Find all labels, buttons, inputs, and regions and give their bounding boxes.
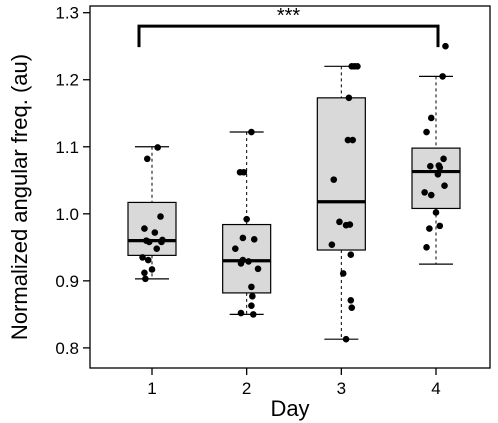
data-point <box>249 292 256 300</box>
data-point <box>344 136 352 144</box>
data-point <box>239 234 247 242</box>
data-point <box>248 283 255 291</box>
data-point <box>421 189 428 196</box>
data-point <box>339 270 347 277</box>
data-point <box>439 73 446 80</box>
box-day-4 <box>411 75 461 265</box>
data-point <box>432 209 440 216</box>
y-axis: 0.8 0.9 1.0 1.1 1.2 1.3 <box>55 4 90 358</box>
data-point <box>427 114 435 122</box>
data-point <box>158 238 165 246</box>
data-point <box>349 136 356 144</box>
data-point <box>245 258 252 265</box>
data-point <box>441 182 448 189</box>
data-point <box>427 191 435 199</box>
data-point <box>141 225 148 232</box>
iqr-box <box>411 147 461 210</box>
data-point <box>348 304 356 311</box>
x-tick-label: 2 <box>242 379 251 398</box>
data-point <box>436 222 444 230</box>
data-point <box>144 256 152 264</box>
y-tick-label: 1.1 <box>55 138 79 157</box>
x-axis-title: Day <box>270 396 309 421</box>
y-tick-label: 0.8 <box>55 339 79 358</box>
x-tick-label: 1 <box>147 379 156 398</box>
significance-bracket-line <box>137 24 440 48</box>
data-point <box>232 245 239 252</box>
y-tick-label: 1.0 <box>55 205 79 224</box>
data-point <box>237 260 245 267</box>
data-point <box>237 309 245 317</box>
box-day-3 <box>316 65 366 340</box>
data-point <box>243 215 250 223</box>
data-point <box>336 218 343 226</box>
data-point <box>157 213 164 220</box>
box-series <box>127 65 461 340</box>
data-point <box>254 265 262 273</box>
data-point <box>347 296 355 304</box>
x-tick-label: 3 <box>337 379 346 398</box>
y-axis-title: Normalized angular freq. (au) <box>7 54 32 340</box>
data-point <box>427 162 434 170</box>
data-point <box>139 254 146 261</box>
point-series <box>139 42 449 343</box>
data-point <box>351 63 358 70</box>
data-point <box>442 42 449 50</box>
data-point <box>440 155 447 163</box>
data-point <box>154 144 161 151</box>
data-point <box>142 275 149 283</box>
data-point <box>248 128 255 136</box>
data-point <box>148 266 156 273</box>
data-point <box>250 235 258 243</box>
data-point <box>434 170 442 178</box>
box-day-1 <box>127 146 177 280</box>
y-tick-label: 1.3 <box>55 4 79 23</box>
data-point <box>328 241 336 248</box>
data-point <box>342 335 350 343</box>
y-tick-label: 1.2 <box>55 71 79 90</box>
data-point <box>436 164 444 171</box>
data-point <box>248 302 255 309</box>
x-tick-label: 4 <box>431 379 440 398</box>
data-point <box>240 168 248 176</box>
data-point <box>151 229 159 236</box>
data-point <box>141 269 148 277</box>
box-day-2 <box>222 131 272 315</box>
significance-bracket: *** <box>137 5 440 48</box>
data-point <box>426 225 433 232</box>
plot-frame <box>89 5 491 369</box>
y-tick-label: 0.9 <box>55 272 79 291</box>
data-point <box>143 155 151 163</box>
data-point <box>153 245 161 252</box>
significance-label: *** <box>277 5 301 27</box>
data-point <box>249 311 257 318</box>
data-point <box>347 251 355 259</box>
data-point <box>345 94 353 102</box>
data-point <box>423 128 430 136</box>
iqr-box <box>127 201 177 256</box>
x-axis: 1 2 3 4 <box>147 368 441 398</box>
data-point <box>145 238 153 246</box>
data-point <box>330 176 338 183</box>
data-point <box>423 244 430 251</box>
data-point <box>342 221 350 229</box>
iqr-box <box>316 97 366 251</box>
